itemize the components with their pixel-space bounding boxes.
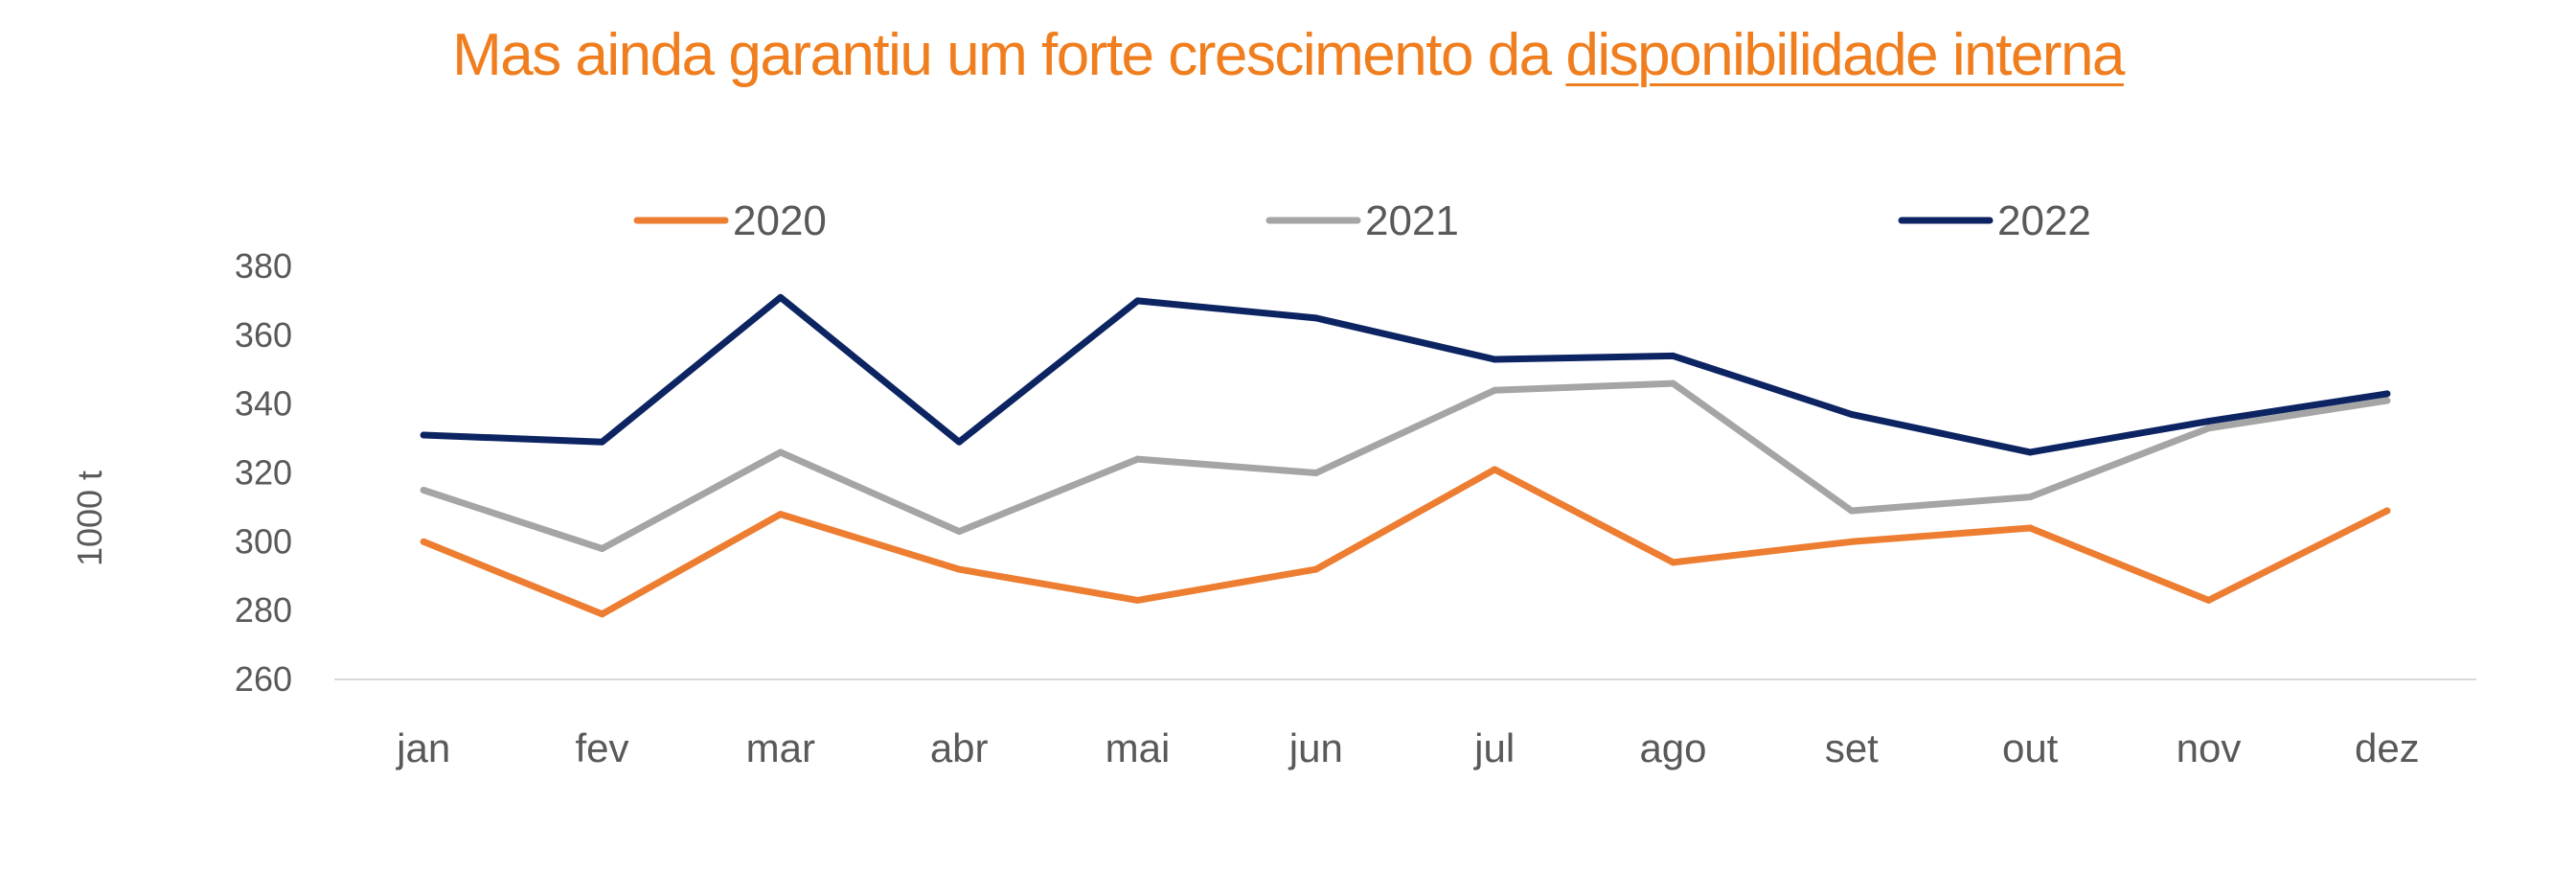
x-tick-label: fev (575, 725, 628, 770)
y-tick-label: 340 (235, 384, 292, 424)
data-point (420, 431, 427, 439)
chart-title-text: Mas ainda garantiu um forte crescimento … (452, 22, 1566, 88)
data-point (420, 486, 427, 494)
legend-label: 2020 (733, 197, 827, 244)
x-tick-label: jun (1288, 725, 1343, 770)
data-point (777, 293, 785, 301)
series-line-2022 (420, 293, 2391, 456)
legend-item-2021: 2021 (1265, 197, 1459, 244)
y-tick-label: 260 (235, 659, 292, 699)
data-point (2383, 390, 2391, 398)
y-axis: 1000 t 260 280 300 320 340 360 380 (70, 246, 292, 699)
y-tick-label: 360 (235, 315, 292, 355)
data-point (955, 438, 963, 446)
data-point (1491, 466, 1498, 473)
x-tick-label: set (1825, 725, 1879, 770)
data-point (1134, 596, 1141, 604)
data-point (1312, 470, 1320, 476)
y-tick-label: 300 (235, 521, 292, 561)
legend-label: 2021 (1365, 197, 1459, 244)
chart-title-highlight: disponibilidade interna (1565, 22, 2125, 88)
x-tick-label: out (2002, 725, 2059, 770)
data-point (599, 545, 605, 553)
data-point (1670, 379, 1676, 387)
data-point (1491, 386, 1498, 394)
data-point (1312, 565, 1320, 573)
x-tick-label: ago (1639, 725, 1706, 770)
series-2020 (420, 466, 2391, 618)
x-tick-label: mai (1106, 725, 1171, 770)
data-point (1491, 356, 1498, 363)
data-point (2026, 494, 2034, 501)
x-tick-label: mar (746, 725, 815, 770)
data-point (1670, 352, 1676, 359)
data-point (1134, 297, 1141, 305)
data-point (1134, 455, 1141, 463)
y-tick-label: 380 (235, 246, 292, 286)
y-axis-label: 1000 t (70, 471, 109, 566)
data-point (599, 610, 605, 618)
data-point (2383, 397, 2391, 404)
series-layer (420, 293, 2391, 618)
data-point (2383, 507, 2391, 515)
data-point (1670, 559, 1676, 566)
data-point (599, 438, 605, 446)
data-point (2026, 524, 2034, 532)
data-point (1312, 314, 1320, 322)
data-point (420, 538, 427, 545)
series-2021 (420, 379, 2391, 553)
data-point (2205, 596, 2212, 604)
data-point (2205, 418, 2212, 425)
legend-item-2020: 2020 (633, 197, 827, 244)
y-tick-label: 320 (235, 453, 292, 493)
x-tick-label: dez (2355, 725, 2420, 770)
x-tick-label: jul (1472, 725, 1515, 770)
data-point (1848, 538, 1856, 545)
data-point (1848, 410, 1856, 418)
x-axis: jan fev mar abr mai jun jul ago set out nov dez (334, 678, 2476, 770)
data-point (777, 448, 785, 456)
series-2022 (420, 293, 2391, 456)
data-point (955, 565, 963, 573)
chart-title: Mas ainda garantiu um forte crescimento … (0, 21, 2576, 89)
data-point (2205, 425, 2212, 432)
data-point (777, 511, 785, 518)
series-line-2021 (420, 379, 2391, 552)
x-tick-label: nov (2177, 725, 2242, 770)
legend-item-2022: 2022 (1898, 197, 2091, 244)
x-tick-label: abr (930, 725, 989, 770)
x-tick-label: jan (395, 725, 450, 770)
data-point (955, 528, 963, 536)
series-line-2020 (420, 466, 2391, 618)
chart-legend: 2020 2021 2022 (633, 197, 2091, 244)
data-point (1848, 507, 1856, 515)
legend-label: 2022 (1997, 197, 2091, 244)
y-tick-label: 280 (235, 590, 292, 630)
data-point (2026, 448, 2034, 456)
